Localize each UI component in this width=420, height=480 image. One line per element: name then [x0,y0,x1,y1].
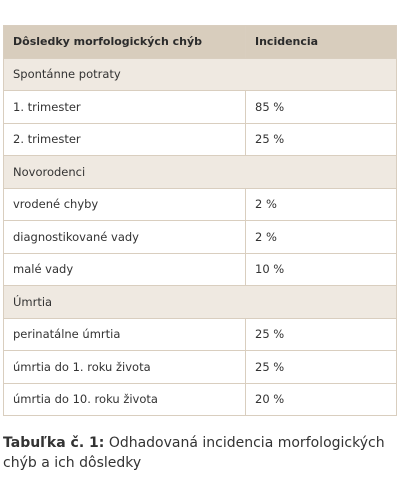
incidence-cell: 20 % [245,382,397,416]
data-row: úmrtia do 1. roku života 25 % [3,350,397,384]
data-row: 1. trimester 85 % [3,90,397,124]
incidence-cell: 25 % [245,122,397,156]
section-row: Novorodenci [3,155,397,189]
data-row: perinatálne úmrtia 25 % [3,317,397,351]
data-row: úmrtia do 10. roku života 20 % [3,382,397,416]
label-cell: úmrtia do 1. roku života [3,350,246,384]
label-cell: diagnostikované vady [3,220,246,254]
label-cell: úmrtia do 10. roku života [3,382,246,416]
incidence-cell: 85 % [245,90,397,124]
incidence-cell: 2 % [245,220,397,254]
table-body: Spontánne potraty 1. trimester 85 % 2. trim… [3,57,397,416]
data-row: vrodené chyby 2 % [3,187,397,221]
header-row: Dôsledky morfologických chýb Incidencia [3,25,397,59]
label-cell: 2. trimester [3,122,246,156]
label-cell: vrodené chyby [3,187,246,221]
caption-label: Tabuľka č. 1: [3,435,105,451]
data-table: Dôsledky morfologických chýb Incidencia … [3,25,397,416]
data-row: malé vady 10 % [3,252,397,286]
caption: Tabuľka č. 1: Odhadovaná incidencia morf… [3,433,403,473]
data-row: diagnostikované vady 2 % [3,220,397,254]
section-row: Spontánne potraty [3,57,397,91]
section-title: Úmrtia [3,285,397,319]
header-cell: Dôsledky morfologických chýb [3,25,246,59]
section-row: Úmrtia [3,285,397,319]
header-cell: Incidencia [245,25,397,59]
incidence-cell: 10 % [245,252,397,286]
incidence-cell: 25 % [245,350,397,384]
section-title: Novorodenci [3,155,397,189]
label-cell: malé vady [3,252,246,286]
incidence-cell: 2 % [245,187,397,221]
section-title: Spontánne potraty [3,57,397,91]
incidence-cell: 25 % [245,317,397,351]
data-row: 2. trimester 25 % [3,122,397,156]
label-cell: 1. trimester [3,90,246,124]
caption-text: Odhadovaná incidencia morfologických chý… [3,435,385,471]
label-cell: perinatálne úmrtia [3,317,246,351]
